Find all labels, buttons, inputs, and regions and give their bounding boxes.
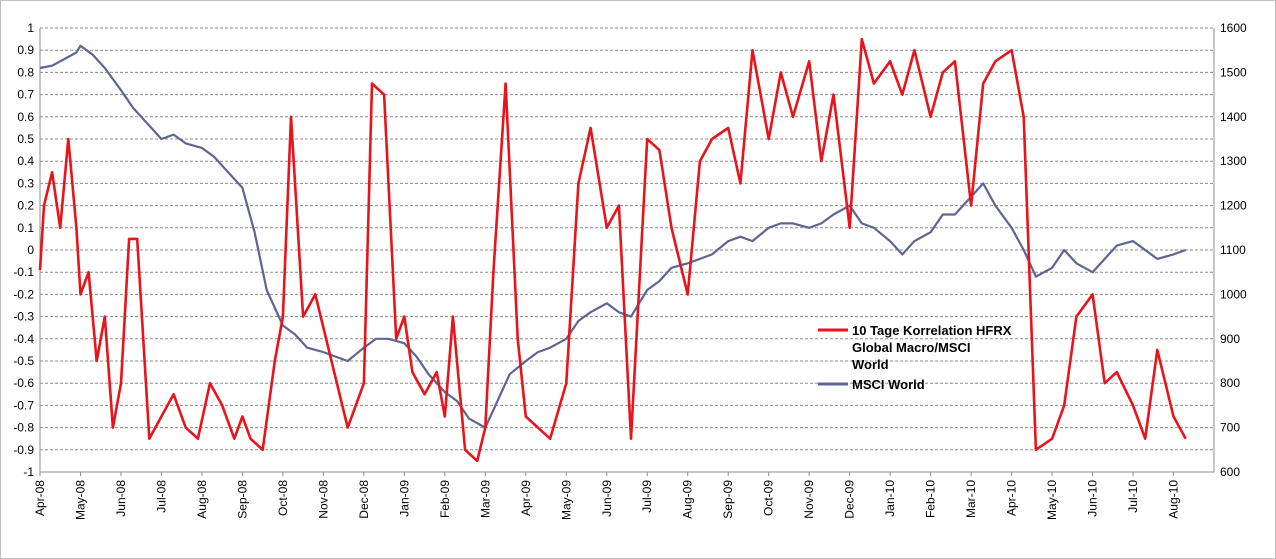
legend-label-correlation: 10 Tage Korrelation HFRX Global Macro/MSC… <box>852 323 1012 372</box>
y-left-tick-label: -0.9 <box>13 443 34 457</box>
y-right-tick-label: 1000 <box>1220 287 1247 301</box>
y-left-tick-label: -0.4 <box>13 332 34 346</box>
legend: 10 Tage Korrelation HFRX Global Macro/MSC… <box>818 323 1012 392</box>
x-tick-label: Nov-08 <box>316 480 330 519</box>
x-tick-label: Dec-09 <box>843 480 857 519</box>
y-left-tick-label: -0.2 <box>13 287 34 301</box>
x-tick-label: Jun-08 <box>114 480 128 517</box>
y-left-tick-label: 0.7 <box>17 88 34 102</box>
x-tick-label: Sep-08 <box>235 480 249 519</box>
y-right-tick-label: 1600 <box>1220 21 1247 35</box>
y-left-tick-label: 0.4 <box>17 154 34 168</box>
y-right-tick-label: 900 <box>1220 332 1240 346</box>
y-right-tick-label: 1200 <box>1220 199 1247 213</box>
y-left-tick-label: 1 <box>27 21 34 35</box>
y-left-tick-label: 0.2 <box>17 199 34 213</box>
x-tick-label: Aug-08 <box>195 480 209 519</box>
y-left-tick-label: -1 <box>23 465 34 479</box>
y-left-tick-label: -0.3 <box>13 310 34 324</box>
y-right-tick-label: 800 <box>1220 376 1240 390</box>
x-tick-label: Jun-10 <box>1086 480 1100 517</box>
x-tick-label: Dec-08 <box>357 480 371 519</box>
x-tick-label: May-09 <box>559 480 573 520</box>
y-left-tick-label: 0 <box>27 243 34 257</box>
x-tick-label: Mar-10 <box>964 480 978 518</box>
y-left-tick-label: -0.1 <box>13 265 34 279</box>
x-axis-ticks: Apr-08 May-08 Jun-08 Jul-08 Aug-08 Sep-08 Oct-… <box>33 472 1181 520</box>
x-tick-label: Jul-08 <box>154 480 168 513</box>
left-axis-ticks: 1 0.9 0.8 0.7 0.6 0.5 0.4 0.3 0.2 0.1 0 -0.1 -0.2 -0.… <box>13 21 34 479</box>
y-left-tick-label: -0.8 <box>13 421 34 435</box>
y-left-tick-label: 0.5 <box>17 132 34 146</box>
x-tick-label: Nov-09 <box>802 480 816 519</box>
series-line-correlation <box>38 37 1187 463</box>
gridlines <box>39 27 1215 473</box>
x-tick-label: Jan-09 <box>397 480 411 517</box>
x-tick-label: Jan-10 <box>883 480 897 517</box>
y-right-tick-label: 1300 <box>1220 154 1247 168</box>
x-tick-label: Apr-09 <box>519 480 533 516</box>
y-right-tick-label: 700 <box>1220 421 1240 435</box>
x-tick-label: Oct-08 <box>276 480 290 516</box>
y-left-tick-label: 0.1 <box>17 221 34 235</box>
x-tick-label: Feb-10 <box>924 480 938 518</box>
x-tick-label: Mar-09 <box>478 480 492 518</box>
x-tick-label: Apr-08 <box>33 480 47 516</box>
x-tick-label: Jul-09 <box>640 480 654 513</box>
x-tick-label: May-08 <box>73 480 87 520</box>
y-right-tick-label: 1400 <box>1220 110 1247 124</box>
x-tick-label: Aug-10 <box>1167 480 1181 519</box>
y-left-tick-label: -0.6 <box>13 376 34 390</box>
y-left-tick-label: -0.5 <box>13 354 34 368</box>
y-right-tick-label: 600 <box>1220 465 1240 479</box>
y-left-tick-label: 0.9 <box>17 43 34 57</box>
x-tick-label: Oct-09 <box>762 480 776 516</box>
x-tick-label: Sep-09 <box>721 480 735 519</box>
legend-label-msci-world: MSCI World <box>852 377 925 392</box>
y-right-tick-label: 1100 <box>1220 243 1246 257</box>
x-tick-label: Aug-09 <box>681 480 695 519</box>
x-tick-label: Jul-10 <box>1126 480 1140 513</box>
x-tick-label: Apr-10 <box>1005 480 1019 516</box>
x-tick-label: Feb-09 <box>438 480 452 518</box>
y-right-tick-label: 1500 <box>1220 65 1247 79</box>
y-left-tick-label: 0.3 <box>17 176 34 190</box>
y-left-tick-label: 0.6 <box>17 110 34 124</box>
series-line-msci-world <box>39 44 1187 429</box>
y-left-tick-label: -0.7 <box>13 398 34 412</box>
right-axis-ticks: 1600 1500 1400 1300 1200 1100 1000 900 800 700 600 <box>1220 21 1247 479</box>
x-tick-label: Jun-09 <box>600 480 614 517</box>
y-left-tick-label: 0.8 <box>17 65 34 79</box>
series-lines <box>38 37 1187 463</box>
x-tick-label: May-10 <box>1045 480 1059 520</box>
